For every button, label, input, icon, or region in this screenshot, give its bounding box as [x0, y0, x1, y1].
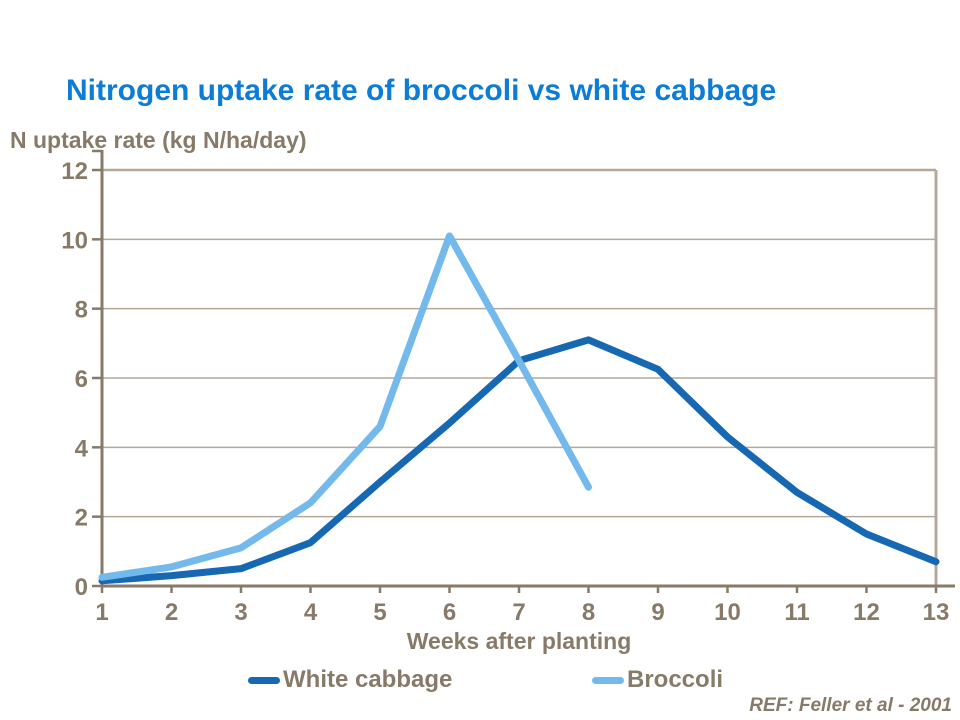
y-tick-label-0: 0 [75, 574, 88, 601]
y-tick-label-8: 8 [75, 297, 88, 324]
x-tick-label-8: 8 [582, 599, 595, 626]
white-cabbage-legend-swatch-icon [248, 676, 280, 684]
y-tick-label-12: 12 [61, 158, 88, 185]
y-tick-label-6: 6 [75, 366, 88, 393]
x-tick-label-3: 3 [234, 599, 247, 626]
x-tick-label-7: 7 [512, 599, 525, 626]
broccoli-legend-swatch-icon [592, 676, 624, 684]
legend-item-white-cabbage: White cabbage [248, 666, 452, 694]
legend-label-broccoli: Broccoli [627, 666, 724, 693]
x-tick-label-4: 4 [304, 599, 318, 626]
x-tick-label-5: 5 [373, 599, 386, 626]
x-tick-label-12: 12 [853, 599, 880, 626]
broccoli-line [98, 232, 592, 581]
x-tick-label-9: 9 [651, 599, 664, 626]
chart-title: Nitrogen uptake rate of broccoli vs whit… [66, 74, 777, 107]
y-tick-label-10: 10 [61, 227, 88, 254]
white-cabbage-line [98, 336, 940, 585]
x-tick-label-1: 1 [95, 599, 108, 626]
legend-item-broccoli: Broccoli [592, 666, 723, 694]
y-axis-title: N uptake rate (kg N/ha/day) [10, 127, 307, 153]
x-tick-label-10: 10 [714, 599, 741, 626]
x-tick-label-11: 11 [784, 599, 809, 626]
x-tick-label-2: 2 [165, 599, 178, 626]
y-tick-label-4: 4 [75, 435, 89, 462]
x-tick-label-6: 6 [443, 599, 456, 626]
x-axis-title: Weeks after planting [406, 628, 632, 654]
legend-label-white-cabbage: White cabbage [283, 666, 453, 693]
reference-citation: REF: Feller et al - 2001 [749, 695, 952, 716]
x-tick-label-13: 13 [923, 599, 950, 626]
y-tick-label-2: 2 [75, 505, 88, 532]
